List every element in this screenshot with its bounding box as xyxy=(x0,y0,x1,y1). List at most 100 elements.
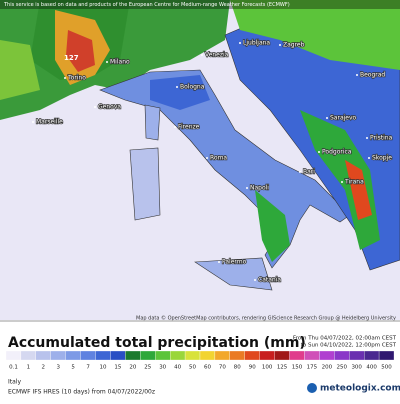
city-label: Beograd xyxy=(360,72,385,79)
legend-label: 150 xyxy=(292,365,303,371)
city-dot xyxy=(206,157,208,159)
city-dot xyxy=(201,54,203,56)
legend-label: 400 xyxy=(366,365,377,371)
city-dot xyxy=(299,171,301,173)
city-dot xyxy=(94,106,96,108)
legend-swatch xyxy=(229,350,245,361)
city-label: Firenze xyxy=(178,124,200,131)
balkans-north-precip xyxy=(230,0,400,70)
notice-bg xyxy=(0,0,400,9)
city-label: Ljubljana xyxy=(243,40,270,47)
legend-swatch xyxy=(140,350,156,361)
city-dot xyxy=(356,74,358,76)
legend-label: 500 xyxy=(381,365,392,371)
legend-swatch xyxy=(349,350,365,361)
city-dot xyxy=(64,77,66,79)
city-dot xyxy=(279,44,281,46)
calabria-precip xyxy=(255,190,290,262)
precip-peak xyxy=(66,30,95,72)
city-label: Torino xyxy=(67,75,86,82)
city-label: Venezia xyxy=(205,52,229,59)
city-label: Catania xyxy=(258,277,281,284)
city-dot xyxy=(218,261,220,263)
legend-label: 175 xyxy=(307,365,318,371)
legend-label: 10 xyxy=(100,365,107,371)
legend-swatch xyxy=(5,350,22,361)
legend-label: 1 xyxy=(27,365,31,371)
city-dot xyxy=(106,61,108,63)
city-dot xyxy=(341,181,343,183)
city-label: Bologna xyxy=(180,84,205,91)
notice: This service is based on data and produc… xyxy=(3,2,290,8)
divider xyxy=(0,320,400,322)
legend-label: 200 xyxy=(322,365,333,371)
sicily xyxy=(194,257,273,291)
city-dot xyxy=(174,126,176,128)
city-label: Roma xyxy=(210,155,227,162)
attribution: Map data © OpenStreetMap contributors, r… xyxy=(136,315,396,322)
legend-label: 15 xyxy=(114,365,121,371)
city-label: Marseille xyxy=(36,119,63,126)
legend-swatch xyxy=(364,350,380,361)
city-label: Skopje xyxy=(372,155,392,162)
legend-title: Accumulated total precipitation (mm) xyxy=(8,335,306,351)
legend-label: 7 xyxy=(86,365,90,371)
date-to: to Sun 04/10/2022, 12:00pm CEST xyxy=(301,343,397,349)
legend-label: 100 xyxy=(262,365,273,371)
city-dot xyxy=(176,86,178,88)
legend-swatch xyxy=(50,350,66,361)
city-label: Milano xyxy=(110,59,130,66)
legend-swatch xyxy=(125,350,141,361)
city-dot xyxy=(366,137,368,139)
legend-label: 125 xyxy=(277,365,288,371)
legend-label: 60 xyxy=(204,365,211,371)
region: Italy xyxy=(8,379,21,386)
legend-label: 50 xyxy=(189,365,196,371)
legend-label: 300 xyxy=(351,365,362,371)
legend-swatch xyxy=(259,350,275,361)
city-dot xyxy=(318,151,320,153)
legend-swatch xyxy=(304,350,320,361)
legend-label: 70 xyxy=(219,365,226,371)
legend-label: 0.1 xyxy=(9,365,18,371)
italy-north-precip xyxy=(150,75,210,110)
city-label: Palermo xyxy=(222,259,247,266)
legend-label: 250 xyxy=(337,365,348,371)
legend-label: 90 xyxy=(249,365,256,371)
legend-swatch xyxy=(334,350,350,361)
albania-precip xyxy=(345,160,372,220)
legend-swatch xyxy=(155,350,171,361)
city-label: Pristina xyxy=(370,135,393,142)
legend-swatch xyxy=(214,350,230,361)
legend-label: 20 xyxy=(129,365,136,371)
brand-logo xyxy=(307,383,317,393)
legend-label: 5 xyxy=(71,365,75,371)
italy xyxy=(99,69,351,269)
legend-swatch xyxy=(95,350,111,361)
legend-swatch xyxy=(319,350,335,361)
legend-label: 2 xyxy=(42,365,46,371)
legend-swatch xyxy=(274,350,290,361)
city-label: Zagreb xyxy=(283,42,305,49)
city-label: Sarajevo xyxy=(330,115,357,122)
city-label: Tirana xyxy=(344,179,364,186)
date-from: From Thu 04/07/2022, 02:00am CEST xyxy=(293,336,397,342)
legend-swatch xyxy=(289,350,305,361)
legend-swatch xyxy=(244,350,260,361)
legend-swatch xyxy=(110,350,126,361)
legend-label: 30 xyxy=(159,365,166,371)
land-west xyxy=(0,40,40,100)
legend-swatch xyxy=(378,350,395,361)
legend-swatch xyxy=(199,350,216,361)
peak-label: 127 xyxy=(64,54,79,62)
legend-bg xyxy=(0,322,400,400)
legend-label: 25 xyxy=(144,365,151,371)
city-label: Bari xyxy=(303,169,315,176)
brand: meteologix.com xyxy=(320,384,400,394)
city-label: Napoli xyxy=(250,185,269,192)
city-dot xyxy=(254,279,256,281)
city-dot xyxy=(246,187,248,189)
legend-swatch xyxy=(80,350,96,361)
